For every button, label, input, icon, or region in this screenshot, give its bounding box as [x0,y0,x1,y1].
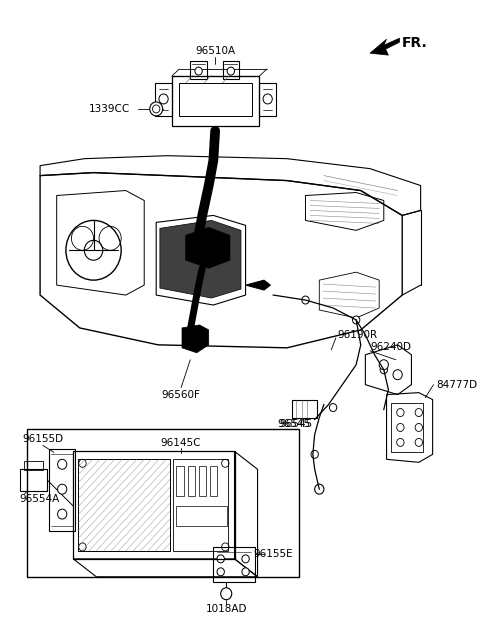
Bar [177,467,184,496]
Polygon shape [182,325,209,353]
Text: 96510A: 96510A [195,46,235,56]
Text: 96155D: 96155D [22,434,63,444]
Circle shape [242,568,249,576]
Text: 1339CC: 1339CC [89,104,131,114]
Polygon shape [160,221,241,298]
Bar [27,430,299,577]
Circle shape [222,543,229,551]
Bar [73,451,235,559]
Circle shape [195,67,202,75]
Circle shape [79,459,86,467]
Circle shape [396,408,404,417]
Text: 96190R: 96190R [338,330,378,340]
Bar [24,461,43,470]
Circle shape [380,366,387,374]
Circle shape [415,438,422,446]
Circle shape [153,105,160,113]
Circle shape [217,568,224,576]
Text: 96545: 96545 [280,420,313,430]
Circle shape [415,423,422,431]
Bar [292,400,317,418]
Circle shape [222,459,229,467]
Bar [49,449,75,531]
Bar [210,467,217,496]
Circle shape [58,485,67,494]
Bar [213,547,255,582]
Circle shape [396,423,404,431]
Text: 1018AD: 1018AD [205,604,247,614]
Text: 96554A: 96554A [20,494,60,504]
Circle shape [311,451,318,459]
Polygon shape [370,38,399,55]
Text: 96545: 96545 [278,420,311,430]
Circle shape [227,67,235,75]
Circle shape [396,438,404,446]
Circle shape [79,543,86,551]
Circle shape [302,296,309,304]
Bar [188,467,195,496]
Bar [199,467,206,496]
Bar [179,83,252,116]
Text: 96145C: 96145C [161,438,201,449]
Circle shape [221,588,232,599]
Bar [78,459,170,551]
Bar [177,506,227,526]
Bar [173,459,228,551]
Text: 96560F: 96560F [162,389,201,400]
Circle shape [58,509,67,519]
Circle shape [329,404,337,412]
Circle shape [217,555,224,563]
Circle shape [315,485,324,494]
Text: FR.: FR. [402,36,428,50]
Circle shape [58,459,67,469]
Circle shape [352,316,360,324]
Circle shape [263,94,272,104]
Circle shape [159,94,168,104]
Circle shape [393,370,402,379]
Text: 84777D: 84777D [436,379,478,390]
Text: 96155E: 96155E [253,549,293,559]
Circle shape [150,102,163,116]
Text: 96240D: 96240D [370,342,411,352]
Circle shape [242,555,249,563]
Bar [391,402,423,452]
Polygon shape [246,280,270,290]
Circle shape [379,360,388,370]
Polygon shape [186,227,230,268]
Bar [20,469,48,491]
Circle shape [415,408,422,417]
